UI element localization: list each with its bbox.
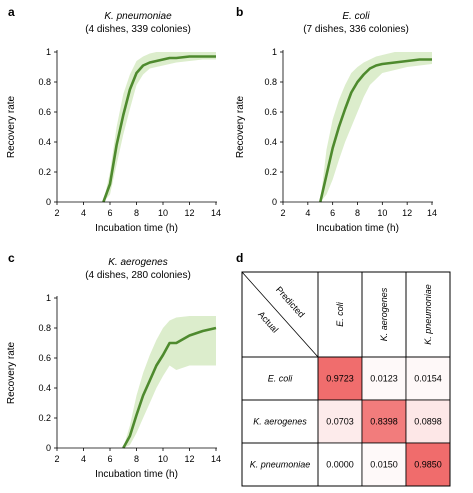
y-tick-label: 0 <box>272 197 277 207</box>
confidence-band <box>103 52 216 202</box>
line-chart-k-aerogenes: 2 4 6 8 10 12 14 0 0.2 0.4 0.6 0.8 1 Incubation time … <box>6 293 221 480</box>
y-tick-label: 0.4 <box>264 137 277 147</box>
matrix-cell-value: 0.0150 <box>370 460 398 470</box>
x-tick-label: 2 <box>280 208 285 218</box>
panel-letter-c: c <box>8 251 15 265</box>
predicted-class-label: E. coli <box>335 301 345 327</box>
actual-class-label: K. aerogenes <box>253 417 307 427</box>
matrix-cell-value: 0.0703 <box>326 417 354 427</box>
actual-header: Actual <box>256 309 280 334</box>
panel-a-subtitle: (4 dishes, 339 colonies) <box>85 24 191 35</box>
y-tick-label: 1 <box>46 293 51 303</box>
y-axis-title: Recovery rate <box>235 95 246 158</box>
x-tick-label: 2 <box>54 454 59 464</box>
x-tick-label: 4 <box>81 454 86 464</box>
y-tick-label: 0.6 <box>38 353 51 363</box>
confusion-matrix: 0.9723 0.0123 0.0154 0.0703 0.8398 0.0898 0.00… <box>241 271 451 487</box>
confidence-band <box>320 52 432 202</box>
panel-letter-b: b <box>236 5 243 19</box>
matrix-cell-value: 0.9850 <box>414 460 442 470</box>
matrix-cell-value: 0.0898 <box>414 417 442 427</box>
x-tick-label: 8 <box>134 454 139 464</box>
actual-class-label: K. pneumoniae <box>250 460 311 470</box>
panel-b-subtitle: (7 dishes, 336 colonies) <box>303 24 409 35</box>
y-tick-label: 1 <box>46 47 51 57</box>
x-tick-label: 10 <box>158 208 168 218</box>
x-tick-label: 6 <box>107 454 112 464</box>
x-tick-label: 6 <box>330 208 335 218</box>
x-tick-label: 8 <box>134 208 139 218</box>
matrix-cell <box>361 442 407 487</box>
matrix-cell <box>361 356 407 401</box>
x-axis-title: Incubation time (h) <box>316 223 399 234</box>
y-tick-label: 0 <box>46 443 51 453</box>
y-tick-label: 0.4 <box>38 383 51 393</box>
x-axis-title: Incubation time (h) <box>95 223 178 234</box>
x-tick-label: 14 <box>211 208 221 218</box>
recovery-rate-line <box>102 55 216 203</box>
matrix-cell <box>361 399 407 444</box>
matrix-cell <box>317 442 363 487</box>
x-tick-label: 2 <box>54 208 59 218</box>
x-tick-label: 10 <box>158 454 168 464</box>
line-chart-e-coli: 2 4 6 8 10 12 14 0 0.2 0.4 0.6 0.8 1 Incubation time … <box>235 47 437 234</box>
matrix-cell-value: 0.0123 <box>370 374 398 384</box>
y-tick-label: 0.8 <box>264 77 277 87</box>
actual-class-label: E. coli <box>268 374 294 384</box>
corner-diagonal <box>241 271 319 358</box>
panel-letter-a: a <box>8 5 15 19</box>
panel-a-title: K. pneumoniae <box>104 11 172 22</box>
predicted-class-label: K. aerogenes <box>379 287 389 341</box>
matrix-border <box>241 271 451 487</box>
panel-c-subtitle: (4 dishes, 280 colonies) <box>85 270 191 281</box>
y-tick-label: 0.2 <box>38 167 51 177</box>
x-tick-label: 14 <box>427 208 437 218</box>
y-tick-label: 0.8 <box>38 77 51 87</box>
y-tick-label: 0 <box>46 197 51 207</box>
panel-c-title: K. aerogenes <box>108 257 168 268</box>
x-tick-label: 12 <box>184 454 194 464</box>
matrix-cell-value: 0.0000 <box>326 460 354 470</box>
matrix-cell <box>317 399 363 444</box>
y-axis-title: Recovery rate <box>6 341 17 404</box>
y-tick-label: 0.8 <box>38 323 51 333</box>
panel-b-title: E. coli <box>342 11 370 22</box>
x-tick-label: 12 <box>402 208 412 218</box>
predicted-class-label: K. pneumoniae <box>423 284 433 345</box>
y-tick-label: 0.4 <box>38 137 51 147</box>
matrix-cell-value: 0.0154 <box>414 374 442 384</box>
predicted-header: Predicted <box>274 284 307 319</box>
matrix-cell <box>405 442 451 487</box>
x-tick-label: 14 <box>211 454 221 464</box>
matrix-cell <box>405 356 451 401</box>
x-axis-title: Incubation time (h) <box>95 469 178 480</box>
x-tick-label: 4 <box>81 208 86 218</box>
x-tick-label: 8 <box>355 208 360 218</box>
y-tick-label: 0.6 <box>38 107 51 117</box>
line-chart-k-pneumoniae: 2 4 6 8 10 12 14 0 0.2 0.4 0.6 0.8 1 Incubation time … <box>6 47 221 234</box>
matrix-cell <box>405 399 451 444</box>
x-tick-label: 12 <box>184 208 194 218</box>
x-tick-label: 4 <box>305 208 310 218</box>
y-axis-title: Recovery rate <box>6 95 17 158</box>
panel-letter-d: d <box>236 251 243 265</box>
recovery-rate-line <box>122 326 217 449</box>
y-tick-label: 0.6 <box>264 107 277 117</box>
y-tick-label: 0.2 <box>264 167 277 177</box>
confidence-band <box>123 316 216 448</box>
x-tick-label: 6 <box>107 208 112 218</box>
recovery-rate-line <box>319 58 432 203</box>
y-tick-label: 0.2 <box>38 413 51 423</box>
y-tick-label: 1 <box>272 47 277 57</box>
matrix-cell-value: 0.9723 <box>326 374 354 384</box>
x-tick-label: 10 <box>377 208 387 218</box>
matrix-cell-value: 0.8398 <box>370 417 398 427</box>
